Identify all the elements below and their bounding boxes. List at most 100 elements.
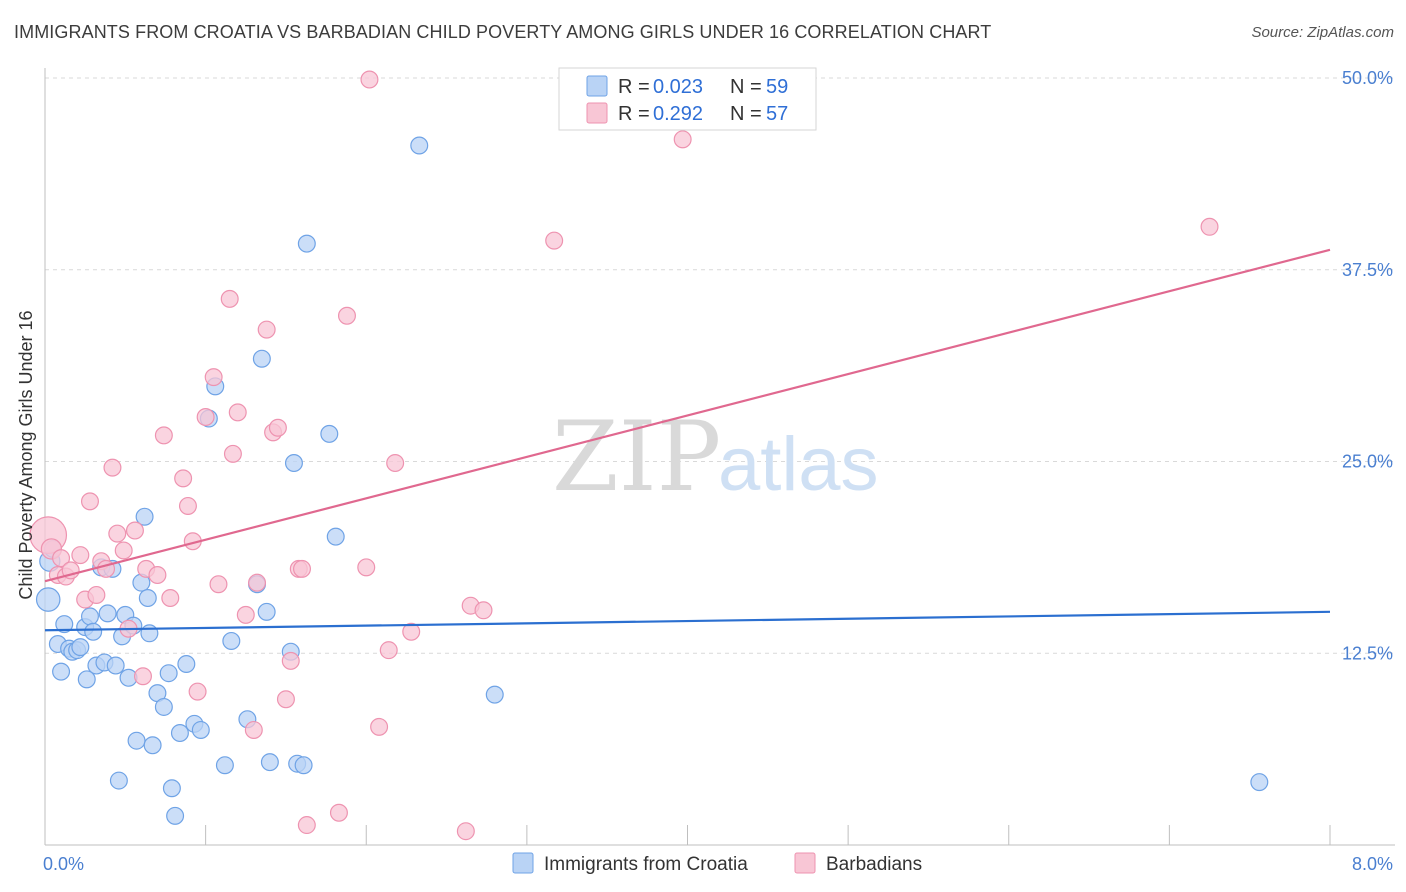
series-legend-label-pink: Barbadians bbox=[826, 854, 922, 875]
data-point-pink bbox=[329, 803, 348, 822]
data-point-blue bbox=[215, 756, 234, 775]
data-point-pink bbox=[244, 720, 263, 739]
data-point-blue bbox=[154, 697, 173, 716]
data-point-blue bbox=[320, 424, 339, 443]
data-point-pink bbox=[80, 492, 99, 511]
data-point-blue bbox=[55, 615, 74, 634]
y-axis-title: Child Poverty Among Girls Under 16 bbox=[16, 310, 36, 599]
data-point-blue bbox=[170, 724, 189, 743]
data-point-pink bbox=[297, 816, 316, 835]
data-point-blue bbox=[98, 604, 117, 623]
data-point-pink bbox=[174, 469, 193, 488]
trend-line-pink bbox=[44, 248, 1331, 583]
data-point-blue bbox=[485, 685, 504, 704]
data-point-pink bbox=[456, 822, 475, 841]
series-legend-swatch-blue bbox=[512, 852, 534, 874]
data-point-pink bbox=[103, 458, 122, 477]
y-tick-label: 12.5% bbox=[1342, 643, 1393, 663]
data-point-pink bbox=[281, 651, 300, 670]
data-point-pink bbox=[108, 524, 127, 543]
trend-line-blue bbox=[44, 610, 1331, 632]
data-point-pink bbox=[154, 426, 173, 445]
legend-n-value-pink: 57 bbox=[766, 103, 788, 125]
points-layer bbox=[29, 70, 1269, 841]
data-point-pink bbox=[52, 549, 71, 568]
data-point-blue bbox=[252, 349, 271, 368]
data-point-pink bbox=[148, 566, 167, 585]
data-point-blue bbox=[138, 589, 157, 608]
data-point-blue bbox=[135, 507, 154, 526]
data-point-blue bbox=[410, 136, 429, 155]
data-point-pink bbox=[402, 622, 421, 641]
data-point-pink bbox=[209, 575, 228, 594]
data-point-blue bbox=[284, 454, 303, 473]
data-point-pink bbox=[370, 717, 389, 736]
data-point-pink bbox=[220, 289, 239, 308]
data-point-blue bbox=[297, 234, 316, 253]
legend-r-value-blue: 0.023 bbox=[653, 76, 703, 98]
data-point-blue bbox=[77, 670, 96, 689]
data-point-pink bbox=[133, 667, 152, 686]
data-point-blue bbox=[177, 654, 196, 673]
data-point-blue bbox=[35, 587, 61, 612]
data-point-blue bbox=[191, 720, 210, 739]
data-point-pink bbox=[1200, 217, 1219, 236]
data-point-blue bbox=[260, 753, 279, 772]
data-point-pink bbox=[204, 368, 223, 387]
x-tick-label-max: 8.0% bbox=[1352, 854, 1393, 874]
series-legend: Immigrants from Croatia Barbadians bbox=[512, 852, 922, 875]
data-point-blue bbox=[143, 736, 162, 755]
grid-layer bbox=[45, 77, 1395, 654]
data-point-pink bbox=[545, 231, 564, 250]
data-point-pink bbox=[236, 605, 255, 624]
data-point-pink bbox=[71, 546, 90, 565]
data-point-blue bbox=[106, 656, 125, 675]
data-point-pink bbox=[257, 320, 276, 339]
data-point-blue bbox=[84, 622, 103, 641]
legend-n-label-pink: N = bbox=[730, 103, 762, 125]
data-point-blue bbox=[257, 602, 276, 621]
source-label: Source: ZipAtlas.com bbox=[1251, 24, 1394, 41]
watermark-atlas: atlas bbox=[718, 422, 879, 507]
watermark: ZIP atlas bbox=[552, 401, 879, 513]
y-tick-label: 25.0% bbox=[1342, 452, 1393, 472]
data-point-blue bbox=[159, 664, 178, 683]
legend-r-label-pink: R = bbox=[618, 103, 650, 125]
data-point-pink bbox=[337, 306, 356, 325]
legend-r-value-pink: 0.292 bbox=[653, 103, 703, 125]
data-point-blue bbox=[326, 527, 345, 546]
data-point-pink bbox=[474, 601, 493, 620]
data-point-pink bbox=[268, 418, 287, 437]
data-point-pink bbox=[196, 408, 215, 427]
data-point-pink bbox=[276, 690, 295, 709]
data-point-pink bbox=[114, 541, 133, 560]
legend-r-label-blue: R = bbox=[618, 76, 650, 98]
data-point-pink bbox=[228, 403, 247, 422]
trend-layer bbox=[44, 248, 1331, 632]
data-point-blue bbox=[162, 779, 181, 798]
data-point-blue bbox=[140, 624, 159, 643]
data-point-blue bbox=[294, 756, 313, 775]
data-point-pink bbox=[125, 521, 144, 540]
x-tick-label-min: 0.0% bbox=[43, 854, 84, 874]
data-point-pink bbox=[161, 589, 180, 608]
data-point-pink bbox=[248, 573, 267, 592]
watermark-zip: ZIP bbox=[552, 401, 721, 513]
series-legend-swatch-pink bbox=[794, 852, 816, 874]
series-legend-label-blue: Immigrants from Croatia bbox=[544, 854, 748, 875]
data-point-blue bbox=[71, 638, 90, 657]
legend-n-value-blue: 59 bbox=[766, 76, 788, 98]
data-point-blue bbox=[222, 631, 241, 650]
data-point-blue bbox=[109, 771, 128, 790]
data-point-pink bbox=[357, 558, 376, 577]
data-point-pink bbox=[178, 496, 197, 515]
y-tick-label: 50.0% bbox=[1342, 68, 1393, 88]
data-point-pink bbox=[386, 454, 405, 473]
data-point-pink bbox=[379, 641, 398, 660]
axis-layer: 12.5% 25.0% 37.5% 50.0% 0.0% 8.0% bbox=[43, 68, 1395, 874]
legend-swatch-blue bbox=[586, 75, 608, 97]
chart-title: IMMIGRANTS FROM CROATIA VS BARBADIAN CHI… bbox=[14, 22, 992, 42]
data-point-pink bbox=[223, 444, 242, 463]
data-point-pink bbox=[87, 585, 106, 604]
data-point-pink bbox=[293, 559, 312, 578]
